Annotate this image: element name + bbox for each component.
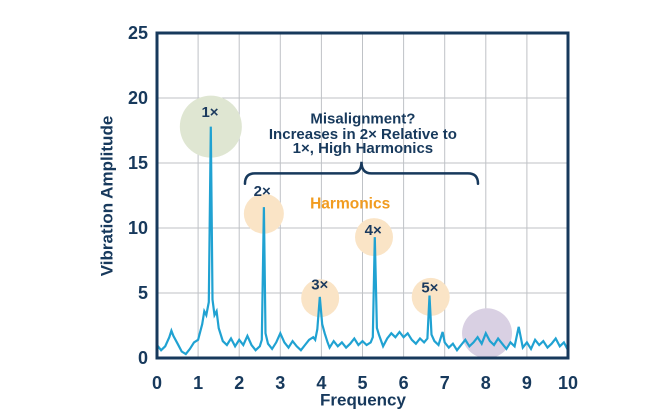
x-tick-label: 9 <box>522 373 532 393</box>
y-tick-label: 15 <box>128 153 148 173</box>
x-tick-label: 7 <box>440 373 450 393</box>
x-axis-title: Frequency <box>320 391 407 410</box>
x-tick-label: 5 <box>357 373 367 393</box>
gridlines <box>157 33 568 358</box>
y-tick-label: 5 <box>138 283 148 303</box>
harmonics-label: Harmonics <box>310 195 390 212</box>
peak-labels: 1× 2× 3× 4× 5× <box>201 104 438 296</box>
x-tick-label: 1 <box>193 373 203 393</box>
y-axis-title: Vibration Amplitude <box>98 116 117 277</box>
y-tick-label: 10 <box>128 218 148 238</box>
axis-tick-labels: 0 1 2 3 4 5 6 7 8 9 10 0 5 10 15 20 25 <box>128 23 578 393</box>
spectrum-trace <box>155 126 570 356</box>
y-tick-label: 25 <box>128 23 148 43</box>
plot-border <box>155 31 570 360</box>
x-tick-label: 0 <box>152 373 162 393</box>
spectrum-trace-line <box>155 126 570 356</box>
peak-label-2x: 2× <box>254 183 271 200</box>
x-tick-label: 2 <box>234 373 244 393</box>
x-tick-label: 6 <box>399 373 409 393</box>
x-tick-label: 8 <box>481 373 491 393</box>
x-tick-label: 4 <box>316 373 326 393</box>
annotation-misalignment-line-3: 1×, High Harmonics <box>293 140 433 157</box>
x-tick-label: 3 <box>275 373 285 393</box>
peak-label-5x: 5× <box>421 279 438 296</box>
peak-label-4x: 4× <box>365 222 382 239</box>
annotation-misalignment-line-2: Increases in 2× Relative to <box>269 126 457 143</box>
annotation-misalignment-line-1: Misalignment? <box>310 110 415 127</box>
harmonics-brace <box>243 161 480 186</box>
x-tick-label: 10 <box>558 373 578 393</box>
highlight-5x <box>411 277 450 316</box>
y-tick-label: 0 <box>138 348 148 368</box>
peak-label-3x: 3× <box>311 277 328 294</box>
y-tick-label: 20 <box>128 88 148 108</box>
peak-label-1x: 1× <box>201 104 218 121</box>
